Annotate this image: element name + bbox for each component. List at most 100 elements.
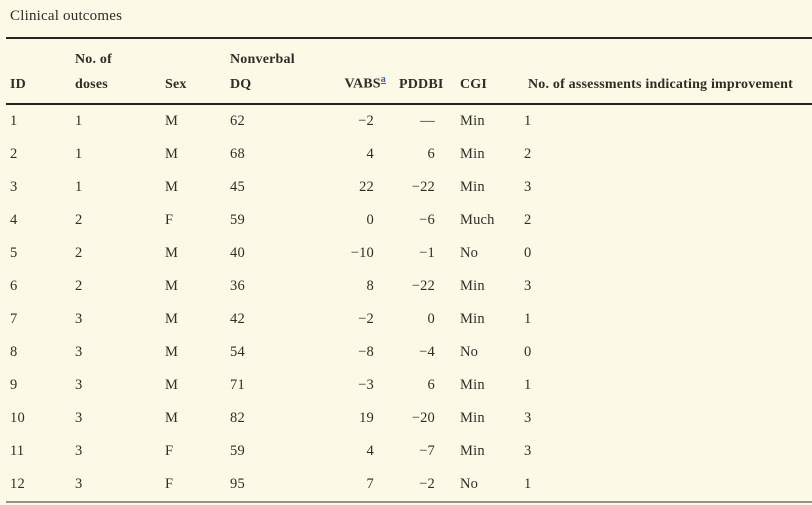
cell-doses: 2: [75, 278, 83, 294]
cell-pddbi: −1: [419, 245, 435, 261]
col-header-pddbi: PDDBI: [390, 38, 450, 105]
cell-id: 9: [10, 377, 18, 393]
cell-improvement: 3: [524, 278, 532, 294]
cell-pddbi: −7: [419, 443, 435, 459]
col-header-nonverbal-dq: Nonverbal DQ: [226, 38, 326, 105]
cell-id: 5: [10, 245, 18, 261]
cell-vabs: 4: [366, 443, 374, 459]
cell-sex: F: [165, 212, 174, 228]
cell-id: 7: [10, 311, 18, 327]
cell-improvement: 3: [524, 179, 532, 195]
cell-sex: F: [165, 476, 174, 492]
cell-doses: 3: [75, 377, 83, 393]
cell-sex: M: [165, 377, 179, 393]
cell-id: 8: [10, 344, 18, 360]
cell-improvement: 1: [524, 113, 532, 129]
table-row: 8 3 M 54 −8 −4 No 0: [6, 336, 812, 369]
cell-dq: 59: [230, 212, 245, 228]
table-row: 7 3 M 42 −2 0 Min 1: [6, 303, 812, 336]
table-row: 6 2 M 36 8 −22 Min 3: [6, 270, 812, 303]
cell-pddbi: —: [420, 113, 435, 129]
cell-cgi: No: [460, 245, 479, 261]
col-header-improvement: No. of assessments indicating improvemen…: [520, 38, 812, 105]
cell-dq: 71: [230, 377, 245, 393]
cell-doses: 3: [75, 476, 83, 492]
cell-id: 10: [10, 410, 25, 426]
table-header: ID No. of doses Sex Nonverbal DQ VABSa P…: [6, 38, 812, 105]
cell-improvement: 1: [524, 377, 532, 393]
cell-doses: 1: [75, 113, 83, 129]
clinical-outcomes-table: ID No. of doses Sex Nonverbal DQ VABSa P…: [6, 37, 812, 503]
cell-improvement: 3: [524, 410, 532, 426]
cell-dq: 95: [230, 476, 245, 492]
cell-pddbi: 0: [427, 311, 435, 327]
cell-dq: 62: [230, 113, 245, 129]
table-row: 9 3 M 71 −3 6 Min 1: [6, 369, 812, 402]
cell-id: 6: [10, 278, 18, 294]
cell-cgi: Min: [460, 179, 485, 195]
cell-id: 1: [10, 113, 18, 129]
cell-pddbi: −22: [411, 278, 435, 294]
header-row: ID No. of doses Sex Nonverbal DQ VABSa P…: [6, 38, 812, 105]
cell-improvement: 2: [524, 212, 532, 228]
cell-vabs: −3: [358, 377, 374, 393]
cell-vabs: −8: [358, 344, 374, 360]
cell-sex: M: [165, 113, 179, 129]
cell-id: 4: [10, 212, 18, 228]
cell-cgi: Min: [460, 377, 485, 393]
cell-improvement: 2: [524, 146, 532, 162]
cell-pddbi: −22: [411, 179, 435, 195]
col-header-doses: No. of doses: [71, 38, 161, 105]
cell-improvement: 1: [524, 311, 532, 327]
vabs-footnote-link[interactable]: a: [380, 74, 386, 86]
table-body: 1 1 M 62 −2— Min 1 2 1 M 68 4 6 Min 2 3 1 M 45 22 −22 Min 3 4 2 F…: [6, 104, 812, 502]
cell-id: 2: [10, 146, 18, 162]
cell-doses: 3: [75, 344, 83, 360]
cell-cgi: Min: [460, 113, 485, 129]
table-row: 11 3 F 59 4 −7 Min 3: [6, 435, 812, 468]
cell-pddbi: 6: [427, 146, 435, 162]
col-header-cgi: CGI: [450, 38, 520, 105]
cell-cgi: Min: [460, 311, 485, 327]
table-row: 1 1 M 62 −2 — Min 1: [6, 104, 812, 138]
table-row: 2 1 M 68 4 6 Min 2: [6, 138, 812, 171]
cell-cgi: Min: [460, 410, 485, 426]
cell-pddbi: −2: [419, 476, 435, 492]
cell-cgi: Min: [460, 443, 485, 459]
cell-id: 12: [10, 476, 25, 492]
table-title: Clinical outcomes: [10, 8, 123, 24]
cell-vabs: 7: [366, 476, 374, 492]
cell-dq: 40: [230, 245, 245, 261]
cell-improvement: 3: [524, 443, 532, 459]
col-header-sex: Sex: [161, 38, 226, 105]
cell-cgi: Much: [460, 212, 495, 228]
cell-sex: M: [165, 311, 179, 327]
cell-vabs: −2: [358, 113, 374, 129]
cell-vabs: −10: [350, 245, 374, 261]
col-header-vabs: VABSa: [326, 38, 390, 105]
cell-pddbi: −20: [411, 410, 435, 426]
cell-vabs: 4: [366, 146, 374, 162]
cell-doses: 2: [75, 212, 83, 228]
cell-doses: 1: [75, 146, 83, 162]
cell-vabs: 22: [359, 179, 374, 195]
cell-vabs: 0: [366, 212, 374, 228]
cell-sex: M: [165, 278, 179, 294]
cell-id: 3: [10, 179, 18, 195]
cell-improvement: 0: [524, 344, 532, 360]
table-row: 5 2 M 40 −10 −1 No 0: [6, 237, 812, 270]
col-header-id: ID: [6, 38, 71, 105]
cell-sex: M: [165, 179, 179, 195]
cell-doses: 3: [75, 410, 83, 426]
table-row: 12 3 F 95 7 −2 No 1: [6, 468, 812, 502]
cell-dq: 54: [230, 344, 245, 360]
cell-vabs: −2: [358, 311, 374, 327]
cell-pddbi: 6: [427, 377, 435, 393]
cell-dq: 45: [230, 179, 245, 195]
cell-sex: M: [165, 410, 179, 426]
cell-doses: 3: [75, 443, 83, 459]
cell-pddbi: −4: [419, 344, 435, 360]
cell-cgi: No: [460, 476, 479, 492]
cell-pddbi: −6: [419, 212, 435, 228]
